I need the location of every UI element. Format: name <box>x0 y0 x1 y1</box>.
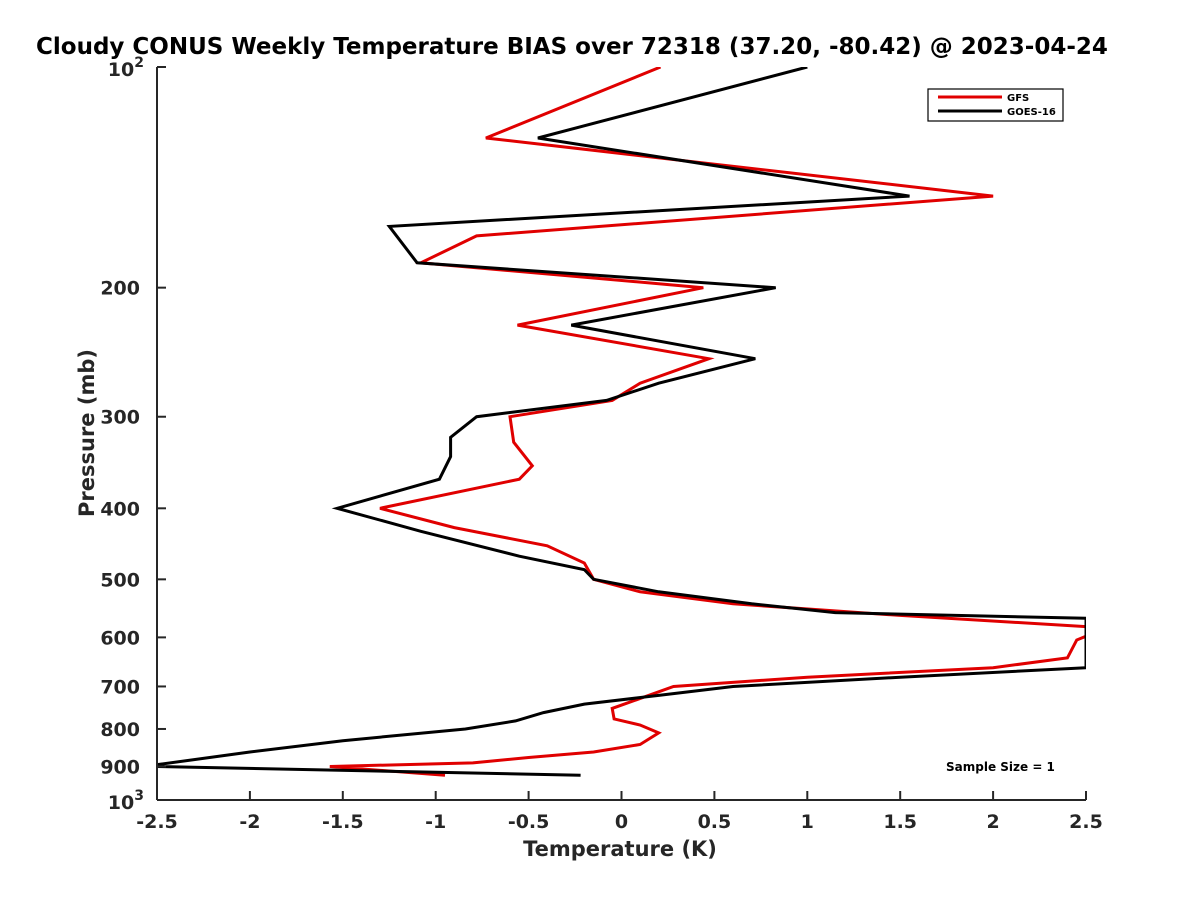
y-tick-label: 500 <box>100 569 140 591</box>
y-tick-label-power: 103 <box>108 788 144 814</box>
x-tick-label: 2.5 <box>1069 811 1103 833</box>
legend-label-goes16: GOES-16 <box>1007 107 1056 118</box>
legend: GFS GOES-16 <box>927 88 1064 122</box>
series-line-gfs <box>329 67 1086 777</box>
y-tick-label-power: 102 <box>108 55 144 81</box>
x-tick-label: -0.5 <box>508 811 550 833</box>
y-tick-label: 200 <box>100 278 140 300</box>
y-tick-label: 300 <box>100 407 140 429</box>
x-tick-labels: -2.5 -2 -1.5 -1 -0.5 0 0.5 1 1.5 2 2.5 <box>136 811 1103 833</box>
x-tick-label: -2.5 <box>136 811 178 833</box>
y-tick-labels: 200 300 400 500 600 700 800 900 102 103 <box>100 55 144 814</box>
sample-size-annotation: Sample Size = 1 <box>946 760 1055 774</box>
axes-layer <box>156 66 1087 801</box>
y-tick-label: 400 <box>100 498 140 520</box>
legend-box <box>927 88 1064 122</box>
x-tick-label: 1.5 <box>883 811 917 833</box>
x-tick-label: 1 <box>801 811 814 833</box>
x-tick-label: -1.5 <box>322 811 364 833</box>
legend-label-gfs: GFS <box>1007 93 1029 104</box>
x-tick-label: 0 <box>615 811 628 833</box>
chart-title: Cloudy CONUS Weekly Temperature BIAS ove… <box>36 34 1108 60</box>
x-tick-label: -2 <box>239 811 260 833</box>
x-tick-label: 0.5 <box>698 811 732 833</box>
plot-area <box>157 67 1086 800</box>
series-line-goes-16 <box>157 67 1086 777</box>
y-tick-label: 600 <box>100 627 140 649</box>
x-tick-label: 2 <box>986 811 999 833</box>
y-tick-label: 800 <box>100 719 140 741</box>
x-tick-label: -1 <box>425 811 446 833</box>
y-axis-label: Pressure (mb) <box>75 349 99 517</box>
series-layer <box>157 67 1086 777</box>
y-tick-label: 700 <box>100 676 140 698</box>
y-tick-label: 900 <box>100 756 140 778</box>
x-axis-label: Temperature (K) <box>523 837 717 861</box>
